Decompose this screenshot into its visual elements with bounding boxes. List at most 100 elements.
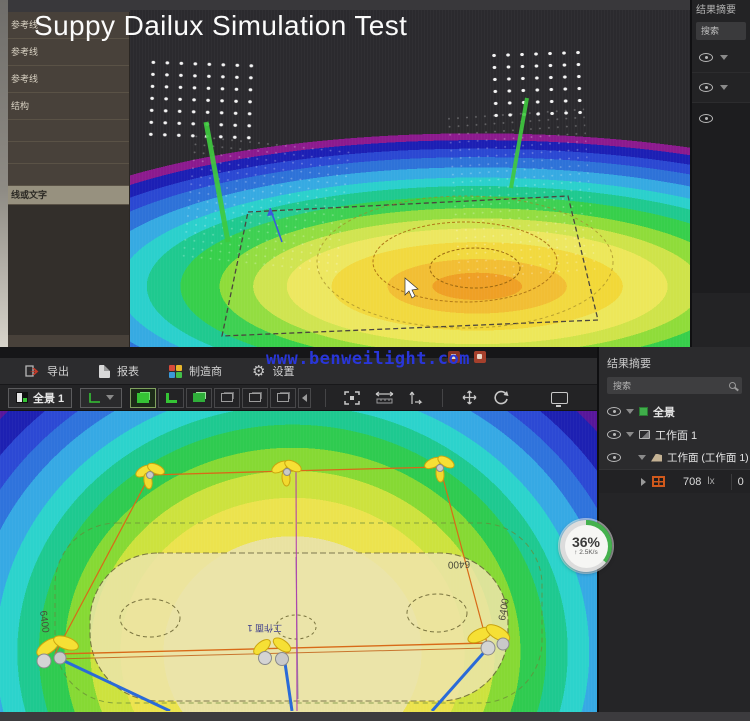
view-3d-button[interactable] (186, 387, 213, 408)
chevron-down-icon[interactable] (626, 409, 634, 414)
zoom-to-fit-button[interactable] (340, 388, 364, 408)
measure-horizontal-button[interactable] (372, 388, 396, 408)
tree-item-label: 工作面 1 (655, 429, 698, 442)
app-icon-red-2[interactable] (474, 351, 486, 363)
wire-cube-icon (277, 393, 290, 402)
app-icon-red-1[interactable] (448, 351, 460, 363)
view-wireframe-button[interactable] (214, 387, 241, 408)
center-guide-line (295, 470, 298, 711)
measure-vertical-button[interactable] (404, 388, 428, 408)
display-output-button[interactable] (547, 388, 571, 408)
plan-overlay: 6400 6400 6400 工作面 1 (36, 455, 543, 711)
illuminance-unit: lx (707, 476, 715, 487)
axis-arrow-head (267, 208, 274, 216)
layers-sidebar: 参考线 参考线 参考线 结构 线或文字 (8, 12, 130, 347)
chevron-right-icon[interactable] (641, 477, 646, 486)
sidebar-empty-row (8, 120, 129, 142)
page-title: Suppy Dailux Simulation Test (34, 10, 408, 41)
report-label: 报表 (117, 366, 139, 378)
luminaire-cluster-bottom-right (467, 624, 511, 656)
scene-label: 全景 1 (33, 392, 65, 405)
iso-contour-inner (429, 247, 521, 289)
eye-icon[interactable] (607, 407, 621, 416)
chevron-down-icon[interactable] (720, 85, 728, 90)
tree-item-scene[interactable]: 全景 (599, 400, 750, 423)
top-results-panel: 结果摘要 搜索 (690, 0, 750, 347)
eye-icon[interactable] (699, 83, 713, 92)
search-input[interactable]: 搜索 (696, 22, 746, 40)
window-top-strip (0, 347, 597, 358)
scene-selector-button[interactable]: 全景 1 (8, 387, 73, 408)
false-color-rendering-viewport[interactable] (130, 10, 690, 347)
top-canvas-overlay (203, 97, 614, 337)
sidebar-item-reference-line[interactable]: 参考线 (8, 66, 129, 93)
sidebar-footer-area (8, 205, 129, 335)
panel-empty-area (599, 493, 750, 712)
ruler-icon (375, 391, 394, 404)
calculation-grid-icon (652, 476, 665, 487)
view-mode-buttons (130, 387, 312, 408)
view-wireframe2-button[interactable] (242, 387, 269, 408)
luminaire-cluster-top-right (424, 455, 455, 483)
sidebar-item-structure[interactable]: 结构 (8, 93, 129, 120)
tree-item-illuminance-result[interactable]: 708 lx 0 (599, 469, 750, 493)
monitor-icon (550, 391, 568, 407)
view-solid-button[interactable] (130, 387, 157, 408)
layer-visibility-row[interactable] (692, 103, 750, 133)
export-button[interactable]: 导出 (24, 363, 69, 379)
pole-bottom-center (283, 662, 294, 711)
sidebar-empty-row (8, 164, 129, 186)
view-wireframe3-button[interactable] (270, 387, 297, 408)
manufacturer-icon (169, 364, 182, 378)
download-progress-badge[interactable]: 36% ↑ 2.5K/s (560, 520, 612, 572)
progress-badge-face: 36% ↑ 2.5K/s (564, 524, 608, 568)
photo-left-edge (0, 0, 8, 347)
tree-item-workplane-surface[interactable]: 工作面 (工作面 1) (599, 446, 750, 469)
sidebar-item-reference-line[interactable]: 参考线 (8, 12, 129, 39)
luminaire-cluster-bottom-center (253, 637, 292, 666)
panel-header: 结果摘要 (696, 5, 736, 16)
layer-visibility-row[interactable] (692, 73, 750, 103)
layer-visibility-row[interactable] (692, 43, 750, 73)
rotate-view-button[interactable] (489, 388, 513, 408)
sidebar-item-selected-text[interactable]: 线或文字 (8, 186, 129, 205)
tree-item-workplane[interactable]: 工作面 1 (599, 423, 750, 446)
coordinate-system-dropdown[interactable] (80, 387, 123, 408)
search-icon (729, 382, 736, 389)
light-pole-right (509, 97, 529, 189)
view-floorplan-button[interactable] (158, 387, 185, 408)
manufacturer-button[interactable]: 制造商 (169, 363, 222, 379)
center-circle (275, 614, 317, 640)
sidebar-item-reference-line[interactable]: 参考线 (8, 39, 129, 66)
pole-bottom-right (430, 648, 489, 711)
eye-icon[interactable] (607, 430, 621, 439)
plan-view-viewport[interactable]: 6400 6400 6400 工作面 1 (0, 411, 597, 712)
surface-icon (651, 453, 662, 462)
dimension-label-left: 6400 (37, 610, 51, 634)
pan-button[interactable] (457, 388, 481, 408)
wire-cube-icon (249, 393, 262, 402)
fit-screen-icon (344, 390, 360, 405)
luminaire-cluster-bottom-left (36, 635, 79, 669)
sidebar-empty-row (8, 142, 129, 164)
column-divider (730, 473, 732, 490)
search-input[interactable]: 搜索 (607, 377, 742, 394)
search-placeholder: 搜索 (613, 381, 632, 391)
eye-icon[interactable] (699, 113, 713, 123)
eye-icon[interactable] (699, 53, 713, 62)
light-pole-left (203, 121, 231, 243)
eye-icon[interactable] (607, 453, 621, 462)
chevron-down-icon[interactable] (638, 455, 646, 460)
luminaire-cluster-top-center (271, 459, 302, 487)
export-icon (25, 365, 39, 377)
chevron-down-icon[interactable] (626, 432, 634, 437)
cube-3d-icon (193, 393, 206, 402)
bottom-screenshot-dialux-plan: 导出 报表 制造商 ⚙ 设置 (0, 347, 750, 712)
export-label: 导出 (47, 366, 69, 378)
settings-button[interactable]: ⚙ 设置 (252, 363, 294, 379)
collapse-views-button[interactable] (298, 387, 312, 408)
tree-item-label: 全景 (653, 406, 675, 419)
height-measure-icon (409, 391, 423, 404)
report-button[interactable]: 报表 (99, 363, 139, 379)
chevron-down-icon[interactable] (720, 55, 728, 60)
